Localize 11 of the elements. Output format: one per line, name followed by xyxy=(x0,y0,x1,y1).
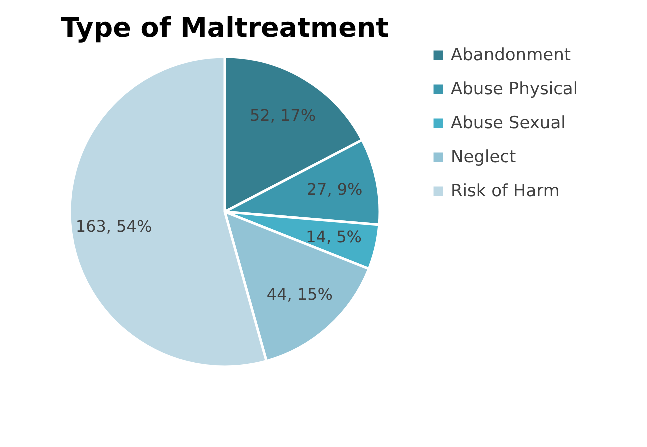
chart-title: Type of Maltreatment xyxy=(60,13,390,44)
data-label: 163, 54% xyxy=(76,217,152,236)
data-label: 52, 17% xyxy=(250,106,316,126)
legend-label: Neglect xyxy=(451,148,516,168)
data-label: 44, 15% xyxy=(266,285,333,304)
legend-label: Abuse Physical xyxy=(451,80,578,100)
legend-label: Risk of Harm xyxy=(451,182,560,202)
legend-label: Abandonment xyxy=(451,46,572,66)
data-label: 14, 5% xyxy=(306,228,362,247)
legend-label: Abuse Sexual xyxy=(451,114,566,134)
data-label: 27, 9% xyxy=(306,180,363,199)
